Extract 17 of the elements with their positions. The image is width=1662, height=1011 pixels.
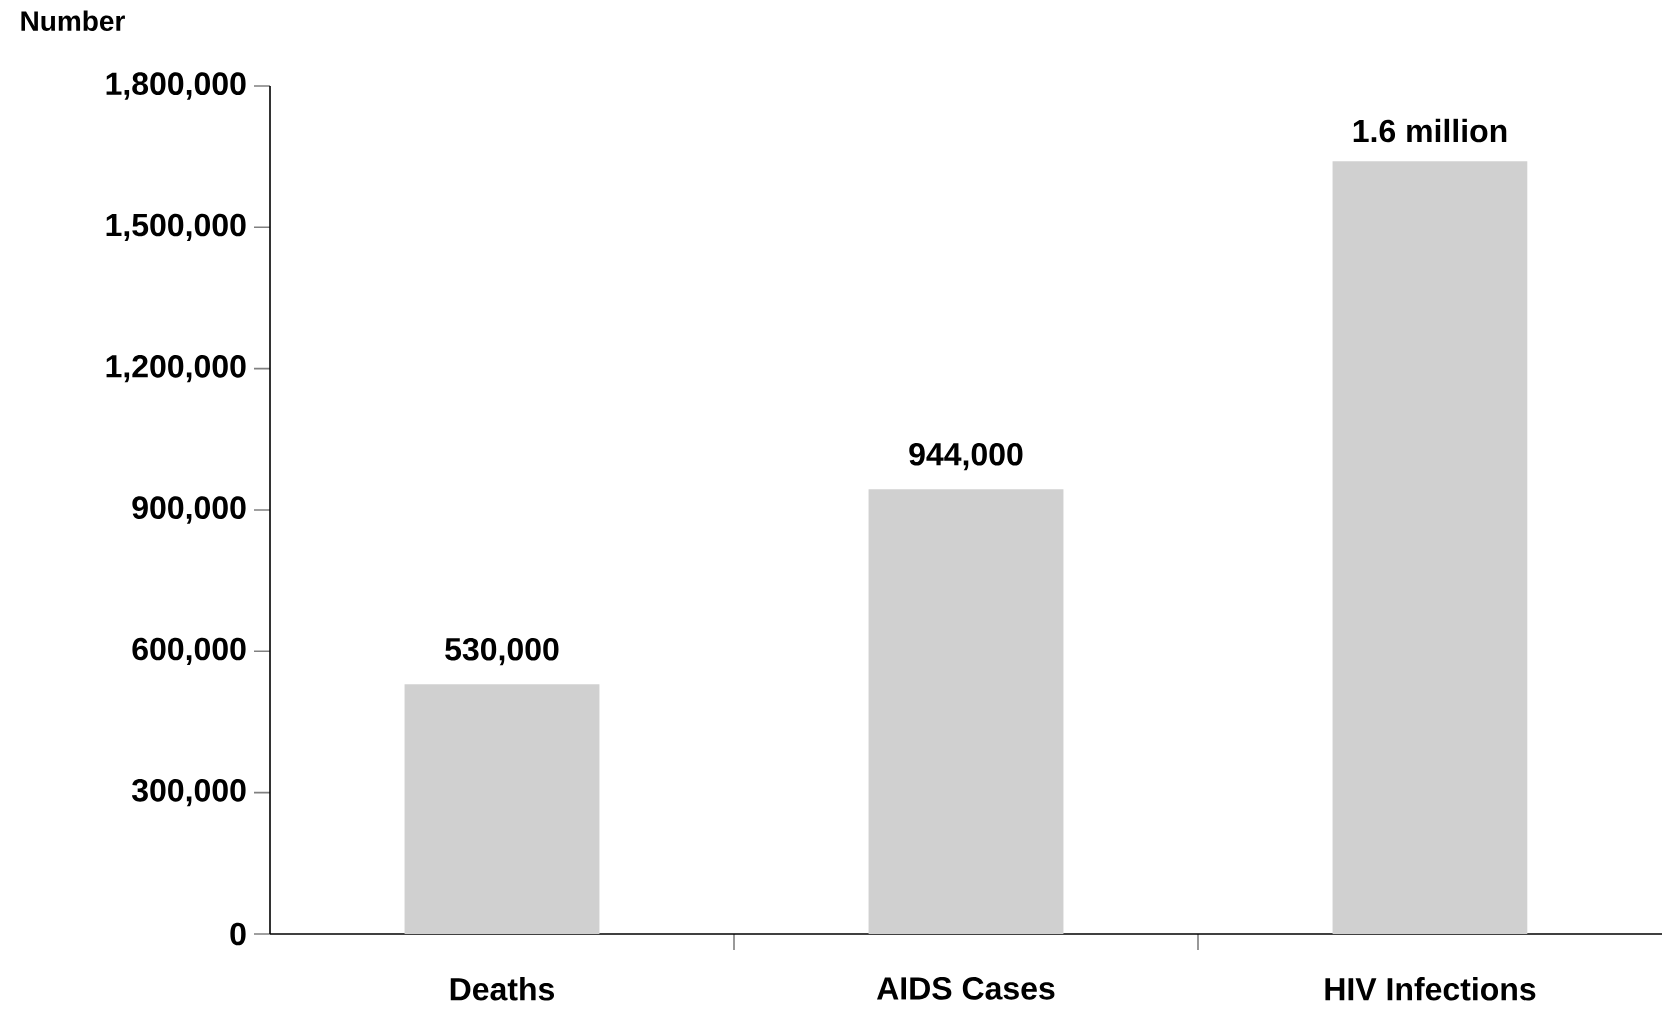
y-tick-label: 1,800,000	[106, 72, 246, 100]
x-tick-label: AIDS Cases	[876, 977, 1055, 1000]
y-tick-label: 300,000	[131, 779, 246, 807]
y-tick-label: 900,000	[132, 496, 246, 524]
y-axis-title: Number	[21, 10, 125, 31]
data-label: 944,000	[909, 442, 1023, 471]
y-tick-label: 1,500,000	[106, 213, 246, 241]
data-label: 1.6 million	[1353, 118, 1507, 143]
y-tick-label: 1,200,000	[106, 355, 246, 383]
x-tick-label: Deaths	[450, 977, 555, 1001]
bar	[404, 684, 600, 934]
data-label: 530,000	[445, 637, 559, 666]
x-tick-label: HIV Infections	[1325, 977, 1536, 1001]
y-tick-label: 0	[230, 922, 246, 946]
y-tick-label: 600,000	[132, 637, 246, 665]
bar	[868, 489, 1064, 934]
bar	[1332, 161, 1528, 934]
